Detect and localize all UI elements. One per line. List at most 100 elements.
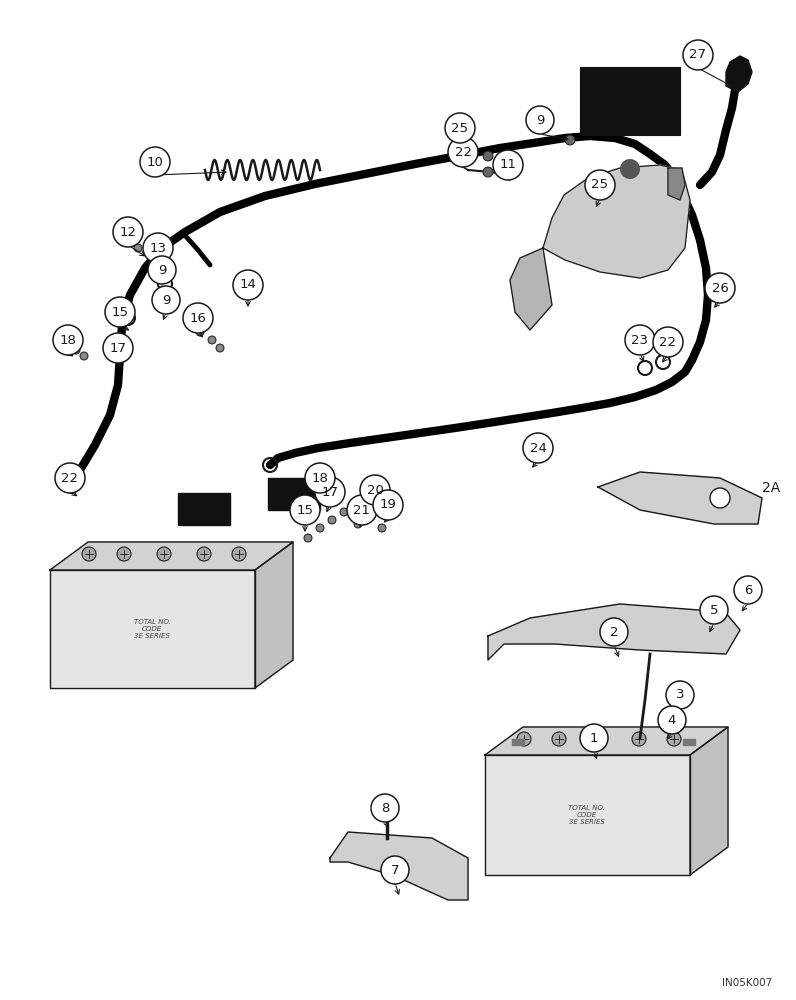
Circle shape (354, 520, 362, 528)
Circle shape (658, 706, 686, 734)
Text: 10: 10 (146, 155, 163, 168)
Circle shape (197, 547, 211, 561)
Text: 14: 14 (240, 278, 256, 292)
Bar (580, 67, 680, 135)
Text: 17: 17 (322, 486, 338, 498)
Circle shape (483, 151, 493, 161)
Circle shape (592, 732, 606, 746)
Circle shape (683, 40, 713, 70)
Circle shape (315, 477, 345, 507)
Text: 11: 11 (500, 158, 517, 172)
Text: 2: 2 (610, 626, 618, 639)
Text: 3: 3 (676, 688, 685, 702)
Circle shape (55, 463, 85, 493)
Circle shape (103, 333, 133, 363)
Circle shape (600, 618, 628, 646)
Circle shape (117, 547, 131, 561)
Polygon shape (488, 604, 740, 660)
Text: 22: 22 (61, 472, 79, 485)
Text: 6: 6 (743, 584, 752, 596)
Text: 8: 8 (380, 802, 389, 814)
Text: 20: 20 (367, 484, 384, 496)
Text: 19: 19 (380, 498, 396, 512)
Circle shape (82, 547, 96, 561)
Circle shape (653, 327, 683, 357)
Circle shape (448, 137, 478, 167)
Text: 15: 15 (111, 306, 128, 318)
Circle shape (360, 475, 390, 505)
Circle shape (196, 328, 204, 336)
Bar (178, 493, 230, 525)
Text: IN05K007: IN05K007 (722, 978, 772, 988)
Circle shape (305, 463, 335, 493)
Text: 23: 23 (631, 334, 649, 347)
Circle shape (80, 352, 88, 360)
Text: 9: 9 (158, 263, 166, 276)
Circle shape (140, 147, 170, 177)
Polygon shape (485, 727, 728, 755)
Circle shape (216, 344, 224, 352)
Circle shape (316, 524, 324, 532)
Circle shape (700, 596, 728, 624)
Circle shape (517, 732, 531, 746)
Circle shape (523, 433, 553, 463)
Text: 12: 12 (119, 226, 136, 238)
Circle shape (483, 167, 493, 177)
Polygon shape (690, 727, 728, 875)
Text: 13: 13 (150, 241, 166, 254)
Circle shape (734, 576, 762, 604)
Circle shape (565, 135, 575, 145)
Circle shape (381, 856, 409, 884)
Circle shape (105, 297, 135, 327)
Text: 15: 15 (296, 504, 314, 516)
Circle shape (666, 681, 694, 709)
Text: 9: 9 (536, 113, 544, 126)
Circle shape (378, 524, 386, 532)
Polygon shape (50, 570, 255, 688)
Polygon shape (726, 56, 752, 92)
Circle shape (552, 732, 566, 746)
Circle shape (340, 508, 348, 516)
Text: 24: 24 (529, 442, 546, 454)
Polygon shape (330, 832, 468, 900)
Text: TOTAL NO.
CODE
3E SERIES: TOTAL NO. CODE 3E SERIES (134, 619, 170, 639)
Text: 21: 21 (353, 504, 370, 516)
Circle shape (328, 516, 336, 524)
Circle shape (620, 159, 640, 179)
Text: 18: 18 (60, 334, 76, 347)
Text: 26: 26 (712, 282, 728, 294)
Circle shape (183, 303, 213, 333)
Circle shape (157, 547, 171, 561)
Text: 22: 22 (660, 336, 677, 349)
Bar (683, 739, 695, 745)
Circle shape (72, 346, 80, 354)
Circle shape (233, 270, 263, 300)
Bar (512, 739, 524, 745)
Polygon shape (510, 248, 552, 330)
Text: 25: 25 (591, 178, 608, 192)
Circle shape (347, 495, 377, 525)
Circle shape (445, 113, 475, 143)
Circle shape (113, 217, 143, 247)
Circle shape (373, 490, 403, 520)
Text: 5: 5 (710, 603, 718, 616)
Bar (268, 478, 320, 510)
Circle shape (580, 724, 608, 752)
Circle shape (208, 336, 216, 344)
Circle shape (148, 256, 176, 284)
Text: 17: 17 (110, 342, 127, 355)
Polygon shape (50, 542, 293, 570)
Circle shape (585, 170, 615, 200)
Polygon shape (485, 755, 690, 875)
Text: 27: 27 (689, 48, 707, 62)
Text: 9: 9 (162, 294, 170, 306)
Circle shape (148, 254, 156, 262)
Polygon shape (255, 542, 293, 688)
Circle shape (526, 106, 554, 134)
Text: 2A: 2A (762, 481, 780, 495)
Circle shape (705, 273, 735, 303)
Circle shape (152, 286, 180, 314)
Circle shape (134, 244, 142, 252)
Polygon shape (543, 165, 690, 278)
Text: TOTAL NO.
CODE
3E SERIES: TOTAL NO. CODE 3E SERIES (568, 805, 606, 825)
